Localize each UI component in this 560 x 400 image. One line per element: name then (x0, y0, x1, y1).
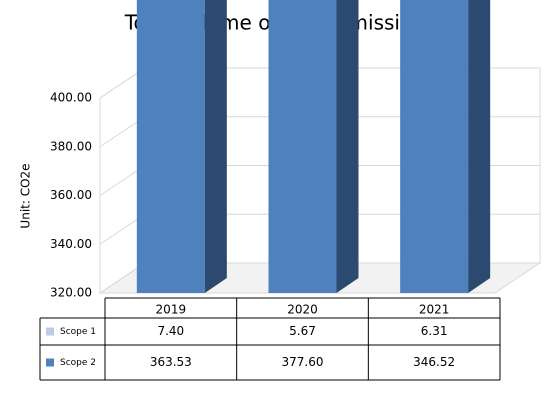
table-value: 363.53 (150, 355, 192, 369)
bar (268, 0, 337, 293)
table-value: 6.31 (421, 324, 448, 338)
bar (400, 0, 469, 293)
legend-key (46, 358, 54, 367)
table-value: 377.60 (282, 355, 324, 369)
x-tick-label: 2020 (287, 303, 318, 317)
bar-side (204, 0, 227, 293)
y-tick-label: 360.00 (50, 188, 92, 202)
bar (136, 0, 205, 293)
x-tick-label: 2021 (419, 303, 450, 317)
table-value: 5.67 (289, 324, 316, 338)
y-tick-label: 380.00 (50, 139, 92, 153)
legend-label: Scope 2 (60, 358, 96, 368)
legend-label: Scope 1 (60, 327, 96, 337)
table-value: 7.40 (157, 324, 184, 338)
legend-key (46, 327, 54, 336)
x-tick-label: 2019 (156, 303, 187, 317)
table-value: 346.52 (413, 355, 455, 369)
bar-side (336, 0, 359, 293)
bar-side (468, 0, 491, 293)
y-tick-label: 320.00 (50, 286, 92, 300)
y-tick-label: 340.00 (50, 237, 92, 251)
y-axis-label: Unit: CO2e (19, 163, 33, 228)
y-tick-label: 400.00 (50, 91, 92, 105)
